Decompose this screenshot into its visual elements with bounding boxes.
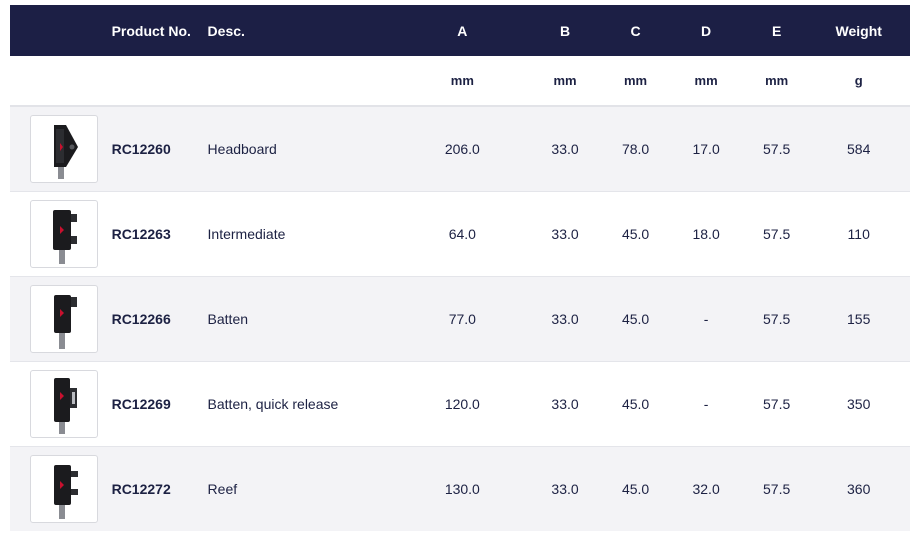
value-c: 78.0 xyxy=(621,141,650,157)
value-b: 33.0 xyxy=(551,226,579,242)
value-e: 57.5 xyxy=(763,141,791,157)
value-b: 33.0 xyxy=(551,481,579,497)
value-b: 33.0 xyxy=(551,311,579,327)
product-thumbnail[interactable] xyxy=(30,285,98,353)
unit-weight: g xyxy=(854,73,863,88)
header-a[interactable]: A xyxy=(457,22,468,39)
product-thumbnail[interactable] xyxy=(30,370,98,438)
value-c: 45.0 xyxy=(621,396,650,412)
value-b: 33.0 xyxy=(551,396,579,412)
header-e[interactable]: E xyxy=(771,22,782,39)
reef-car-icon xyxy=(54,465,78,519)
table-row: RC12260 Headboard 206.0 33.0 78.0 17.0 5… xyxy=(10,107,910,192)
header-weight[interactable]: Weight xyxy=(835,22,882,39)
product-thumbnail[interactable] xyxy=(30,455,98,523)
product-desc: Batten xyxy=(207,311,249,327)
unit-b: mm xyxy=(553,73,577,88)
value-e: 57.5 xyxy=(763,396,791,412)
value-weight: 110 xyxy=(847,226,870,242)
value-weight: 350 xyxy=(847,396,871,412)
product-table: Product No. Desc. A B C D E Weight mm mm… xyxy=(10,5,910,531)
value-a: 120.0 xyxy=(444,396,480,412)
value-e: 57.5 xyxy=(763,226,791,242)
value-e: 57.5 xyxy=(763,311,791,327)
product-thumbnail[interactable] xyxy=(30,200,98,268)
value-weight: 360 xyxy=(847,481,871,497)
product-desc: Headboard xyxy=(207,141,277,157)
batten-car-icon xyxy=(54,295,77,349)
table-row: RC12263 Intermediate 64.0 33.0 45.0 18.0… xyxy=(10,192,910,277)
value-d: 18.0 xyxy=(692,226,720,242)
product-desc: Reef xyxy=(207,481,238,497)
headboard-car-icon xyxy=(54,125,78,179)
unit-a: mm xyxy=(450,73,474,88)
header-b[interactable]: B xyxy=(559,22,571,39)
unit-c: mm xyxy=(624,73,648,88)
header-desc[interactable]: Desc. xyxy=(207,22,245,39)
value-weight: 584 xyxy=(847,141,871,157)
product-desc: Intermediate xyxy=(207,226,286,242)
value-b: 33.0 xyxy=(551,141,579,157)
table-row: RC12266 Batten 77.0 33.0 45.0 - 57.5 155 xyxy=(10,277,910,362)
value-d: - xyxy=(703,311,709,327)
value-e: 57.5 xyxy=(763,481,791,497)
header-d[interactable]: D xyxy=(701,22,712,39)
table-header: Product No. Desc. A B C D E Weight xyxy=(10,5,910,56)
table-row: RC12272 Reef 130.0 33.0 45.0 32.0 57.5 3… xyxy=(10,447,910,531)
value-c: 45.0 xyxy=(621,481,650,497)
product-thumbnail[interactable] xyxy=(30,115,98,183)
value-weight: 155 xyxy=(847,311,871,327)
intermediate-car-icon xyxy=(53,210,77,264)
value-a: 64.0 xyxy=(448,226,476,242)
table-row: RC12269 Batten, quick release 120.0 33.0… xyxy=(10,362,910,447)
product-no[interactable]: RC12269 xyxy=(111,396,171,412)
value-d: 32.0 xyxy=(692,481,720,497)
header-product-no[interactable]: Product No. xyxy=(111,22,191,39)
product-desc: Batten, quick release xyxy=(207,396,339,412)
product-no[interactable]: RC12272 xyxy=(111,481,171,497)
value-a: 77.0 xyxy=(448,311,476,327)
value-d: - xyxy=(703,396,709,412)
product-no[interactable]: RC12263 xyxy=(111,226,171,242)
value-c: 45.0 xyxy=(621,226,650,242)
value-a: 130.0 xyxy=(444,481,480,497)
value-c: 45.0 xyxy=(621,311,650,327)
unit-e: mm xyxy=(765,73,789,88)
product-no[interactable]: RC12260 xyxy=(111,141,171,157)
value-d: 17.0 xyxy=(692,141,720,157)
units-row: mm mm mm mm mm g xyxy=(10,56,910,107)
product-no[interactable]: RC12266 xyxy=(111,311,171,327)
value-a: 206.0 xyxy=(444,141,480,157)
header-c[interactable]: C xyxy=(630,22,641,39)
unit-d: mm xyxy=(694,73,718,88)
batten-quick-release-car-icon xyxy=(54,378,77,434)
